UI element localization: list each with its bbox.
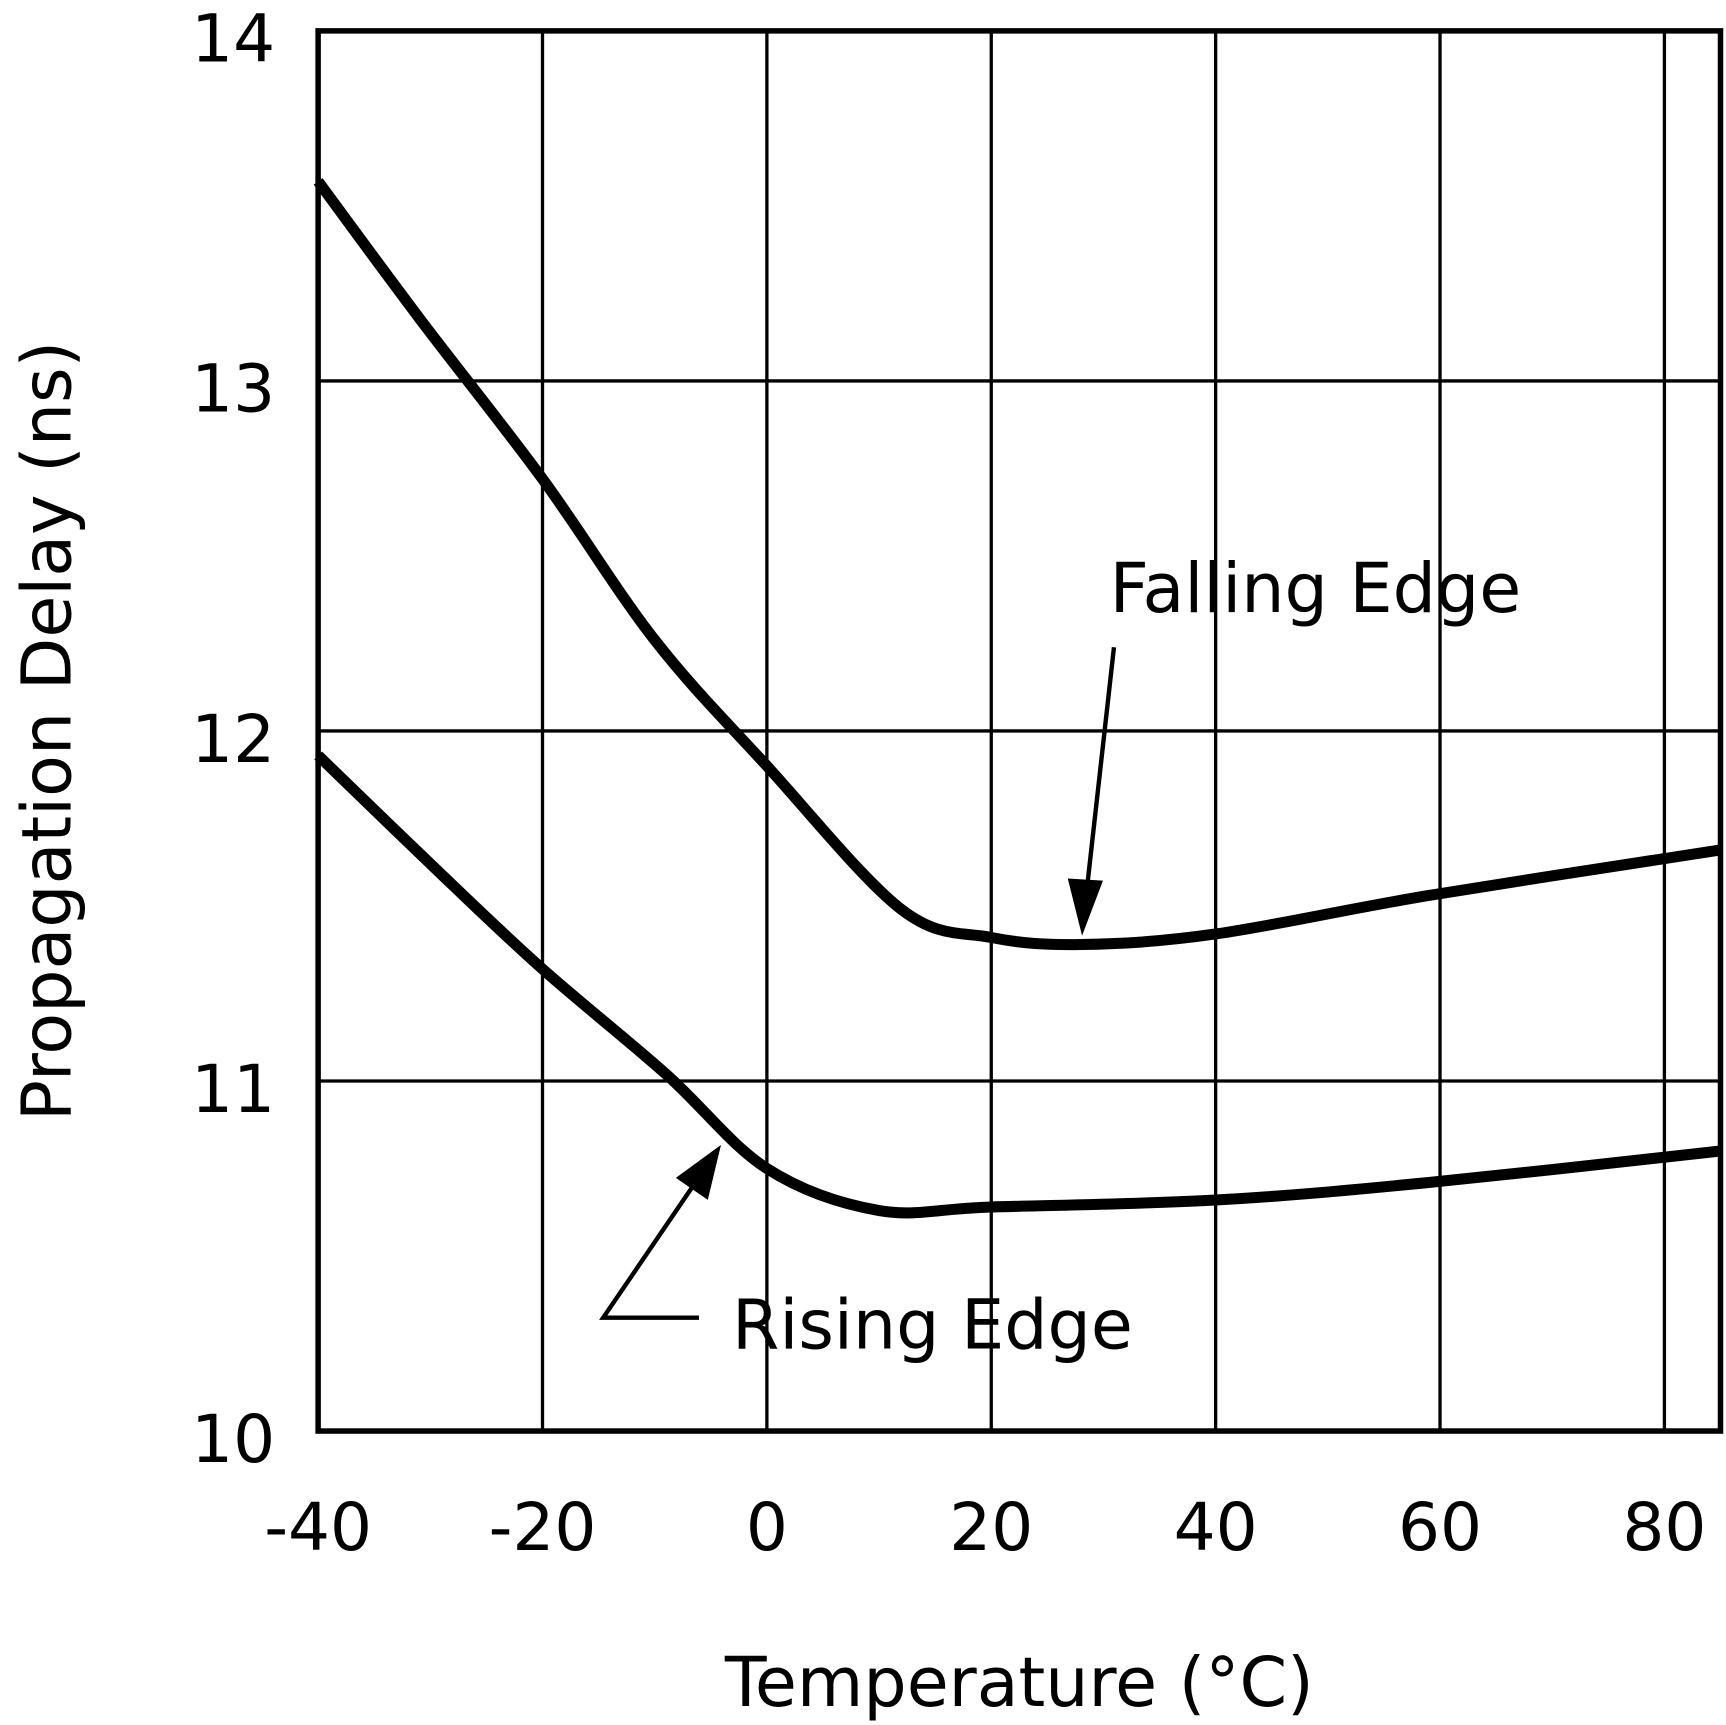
x-tick-label: 0	[746, 1489, 788, 1566]
arrow-falling-edge	[1083, 647, 1117, 903]
arrowhead-rising-edge	[675, 1144, 722, 1200]
series-lines	[313, 178, 1722, 1219]
series-line-rising-edge	[314, 751, 1722, 1219]
y-tick-label: 10	[191, 1401, 275, 1478]
x-tick-label: 40	[1174, 1489, 1258, 1566]
x-tick-label: 60	[1398, 1489, 1482, 1566]
y-tick-label: 14	[191, 1, 275, 78]
series-line-falling-edge	[313, 178, 1722, 951]
tick-labels: -40 -20 0 20 40 60 80 10 11 12 13 14	[191, 1, 1706, 1566]
x-tick-label: -40	[264, 1489, 372, 1566]
plot-frame	[315, 28, 1724, 1434]
y-axis-label: Propagation Delay (ns)	[8, 341, 87, 1121]
y-tick-label: 12	[191, 701, 275, 778]
annotation-falling-edge: Falling Edge	[1110, 550, 1522, 629]
x-axis-label: Temperature (°C)	[724, 1644, 1314, 1723]
arrowhead-falling-edge	[1067, 878, 1103, 936]
x-tick-label: 20	[949, 1489, 1033, 1566]
y-tick-label: 11	[191, 1051, 275, 1128]
annotation-rising-edge: Rising Edge	[732, 1286, 1133, 1365]
y-tick-label: 13	[191, 351, 275, 428]
x-tick-label: 80	[1622, 1489, 1706, 1566]
arrow-rising-edge	[599, 1174, 702, 1320]
annotations: Falling Edge Rising Edge	[599, 550, 1522, 1365]
x-tick-label: -20	[489, 1489, 597, 1566]
grid	[316, 29, 1721, 1433]
